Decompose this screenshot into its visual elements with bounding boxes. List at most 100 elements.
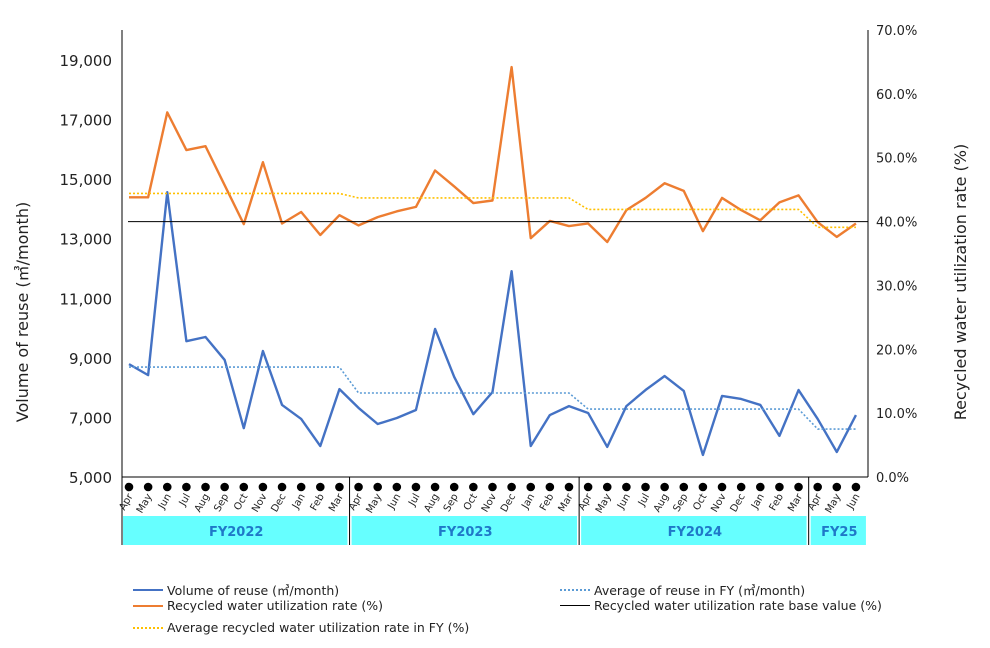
legend-label: Recycled water utilization rate (%) [167,598,383,613]
month-label: Nov [709,492,728,514]
month-label: Mar [327,491,346,514]
month-dot [449,482,459,492]
month-dot [660,482,669,492]
month-label: Oct [691,492,709,513]
month-dot [162,482,172,492]
right-tick-label: 0.0% [876,471,909,486]
month-label: Mar [557,491,576,514]
fy-band [123,516,348,545]
legend-label: Recycled water utilization rate base val… [594,598,882,613]
month-dot [564,482,574,492]
month-dot [641,482,650,492]
fy-label: FY2022 [209,525,263,540]
fy-band [810,516,866,545]
left-tick-label: 15,000 [60,171,113,189]
fy-label: FY2023 [438,525,492,540]
month-label: Jun [615,492,633,512]
month-label: Jun [386,492,404,512]
month-dot [335,482,344,492]
month-dot [277,482,287,492]
month-label: Jul [177,492,193,509]
right-tick-label: 20.0% [876,343,917,358]
month-label: Oct [462,492,480,513]
legend-label: Average of reuse in FY (㎥/month) [594,583,806,598]
month-dot [602,482,612,492]
right-tick-label: 10.0% [876,407,917,422]
month-dot [736,482,746,492]
month-dot [794,482,803,492]
month-dot [717,482,727,492]
month-label: Sep [442,492,461,514]
month-dot [411,482,421,492]
month-label: Apr [117,491,136,512]
month-dot [296,482,306,492]
month-label: Jan [290,492,308,512]
month-label: May [135,492,155,515]
month-dot [775,482,784,492]
month-dot [392,482,402,492]
left-tick-label: 9,000 [69,350,112,368]
month-label: Feb [768,492,786,513]
month-dot [201,482,210,492]
month-dot [851,482,861,492]
fy-band [351,516,577,545]
month-dot [239,482,249,492]
month-label: Oct [232,492,250,513]
left-axis-title: Volume of reuse (㎥/month) [13,202,32,422]
series-recycled-water-utilization-rate [129,65,857,244]
month-label: Jul [636,492,652,509]
month-dot [507,482,516,492]
month-label: Jun [845,492,863,512]
month-label: May [824,492,844,515]
right-tick-label: 60.0% [876,88,917,103]
right-tick-label: 50.0% [876,152,917,167]
month-label: Nov [250,492,269,514]
month-dot [583,482,593,492]
left-tick-label: 17,000 [60,112,113,130]
month-dot [258,482,268,492]
month-label: May [364,492,384,515]
month-dot [679,482,689,492]
legend-label: Volume of reuse (㎥/month) [167,583,340,598]
month-label: May [594,492,614,515]
legend-rate: Recycled water utilization rate (%) [133,598,383,613]
month-label: Aug [422,492,441,514]
month-dot [430,482,440,492]
month-label: Nov [480,492,499,514]
legend-base: Recycled water utilization rate base val… [560,598,882,613]
month-dot [813,482,822,492]
month-dot [526,482,536,492]
month-dot [698,482,708,492]
right-axis-title: Recycled water utilization rate (%) [951,144,970,420]
left-tick-label: 11,000 [60,290,113,308]
left-tick-label: 7,000 [69,409,112,427]
month-label: Dec [499,492,518,514]
month-dot [545,482,555,492]
month-label: Aug [193,492,212,514]
month-label: Aug [652,492,671,514]
right-tick-label: 30.0% [876,279,917,294]
right-tick-label: 40.0% [876,216,917,231]
series-average-recycled-water-utilization-rate-in-fy [129,192,856,229]
month-label: Jul [406,492,422,509]
month-label: Feb [309,492,327,513]
month-label: Feb [538,492,556,513]
legend-volume: Volume of reuse (㎥/month) [133,580,339,599]
month-label: Jun [156,492,174,512]
legend-label: Average recycled water utilization rate … [167,620,470,635]
month-dot [220,482,229,492]
left-tick-label: 19,000 [60,52,113,70]
right-tick-label: 70.0% [876,24,917,39]
month-label: Mar [786,491,805,514]
month-dot [755,482,765,492]
month-dot [373,482,382,492]
month-dot [622,482,631,492]
fy-band [581,516,807,545]
series-volume-of-reuse-month [128,191,858,457]
month-dot [469,482,478,492]
fy-label: FY25 [821,525,857,540]
month-label: Sep [671,492,690,514]
month-dot [354,482,363,492]
